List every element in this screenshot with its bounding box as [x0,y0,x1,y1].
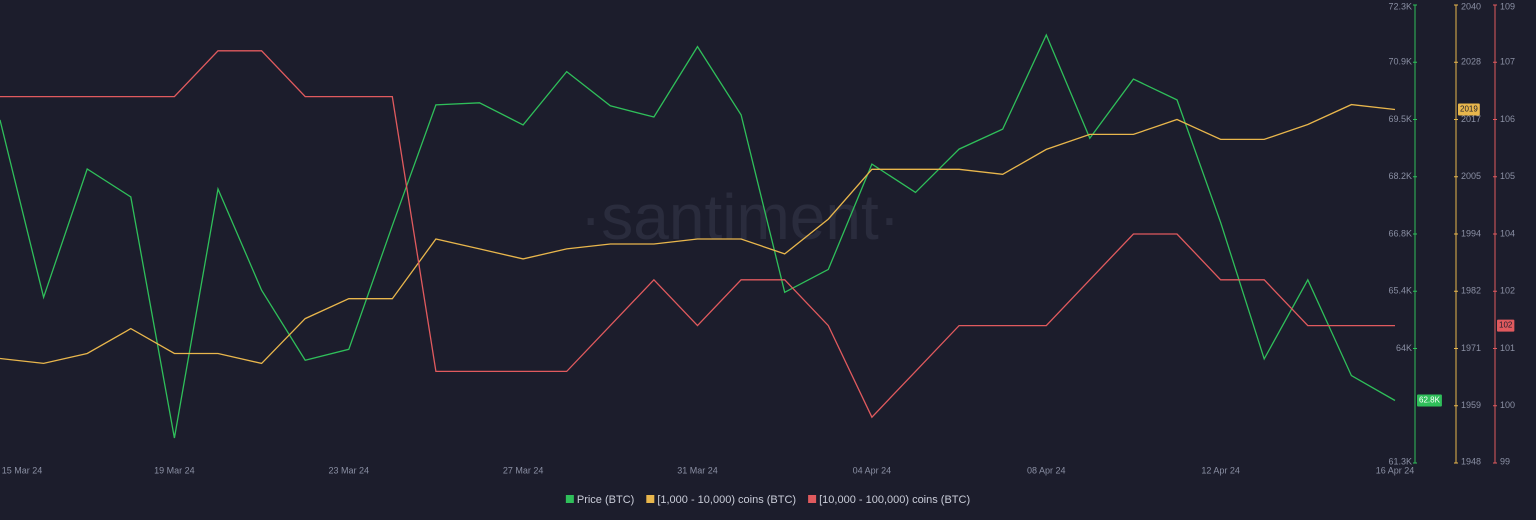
y-tick-label: 70.9K [1388,57,1412,67]
y-tick-label: 101 [1500,343,1515,353]
series-line [0,50,1395,419]
y-tick-label: 100 [1500,400,1515,410]
y-tick-label: 1948 [1461,456,1481,466]
y-tick-label: 69.5K [1388,114,1412,124]
last-value-badge: 102 [1497,319,1515,332]
legend-swatch [808,495,817,503]
y-tick-label: 109 [1500,1,1515,11]
badge-bg [1458,103,1480,116]
last-value-label: 62.8K [1419,396,1441,405]
x-tick-label: 19 Mar 24 [154,465,195,475]
y-tick-label: 66.8K [1388,228,1412,238]
y-tick-label: 2005 [1461,171,1481,181]
last-value-label: 102 [1499,321,1513,330]
x-tick-label: 16 Apr 24 [1376,465,1415,475]
legend-swatch [565,495,574,503]
legend-label: [1,000 - 10,000) coins (BTC) [657,494,796,506]
x-tick-label: 15 Mar 24 [2,465,43,475]
y-tick-label: 2017 [1461,114,1481,124]
legend-label: Price (BTC) [577,494,634,506]
legend-label: [10,000 - 100,000) coins (BTC) [819,494,970,506]
x-tick-label: 12 Apr 24 [1201,465,1240,475]
y-tick-label: 65.4K [1388,286,1412,296]
x-tick-label: 27 Mar 24 [503,465,544,475]
y-tick-label: 106 [1500,114,1515,124]
y-tick-label: 105 [1500,171,1515,181]
legend-swatch [646,495,655,503]
last-value-badge: 2019 [1458,103,1480,116]
series-line [0,33,1396,439]
y-tick-label: 1971 [1461,343,1481,353]
y-tick-label: 1982 [1461,286,1481,296]
y-tick-label: 102 [1500,286,1515,296]
y-tick-label: 2040 [1461,1,1481,11]
x-tick-label: 08 Apr 24 [1027,465,1066,475]
badge-bg [1497,319,1515,332]
y-tick-label: 64K [1396,343,1412,353]
y-tick-label: 68.2K [1388,171,1412,181]
x-tick-label: 04 Apr 24 [853,465,892,475]
last-value-label: 2019 [1460,105,1478,114]
y-tick-label: 107 [1500,57,1515,67]
y-tick-label: 104 [1500,228,1515,238]
badge-bg [1417,394,1442,407]
y-tick-label: 1994 [1461,228,1481,238]
x-tick-label: 31 Mar 24 [677,465,718,475]
y-tick-label: 99 [1500,456,1510,466]
last-value-badge: 62.8K [1417,394,1442,407]
y-tick-label: 61.3K [1388,456,1412,466]
legend: Price (BTC) [1,000 - 10,000) coins (BTC) [… [565,494,970,506]
y-tick-label: 1959 [1461,400,1481,410]
y-tick-label: 2028 [1461,57,1481,67]
series-line [0,103,1396,365]
y-tick-label: 72.3K [1388,1,1412,11]
x-tick-label: 23 Mar 24 [328,465,369,475]
watermark: ·santiment· [580,181,900,253]
